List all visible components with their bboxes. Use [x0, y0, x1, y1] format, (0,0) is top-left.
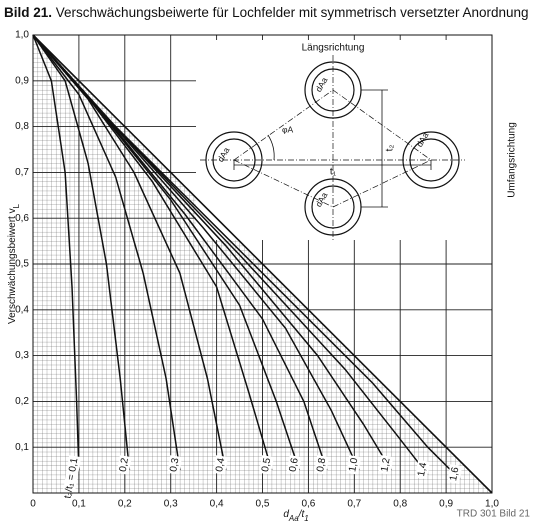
y-tick-label: 0,7 — [15, 167, 29, 178]
y-tick-label: 0,2 — [15, 396, 29, 407]
y-tick-label: 0,9 — [15, 75, 29, 86]
inset: Längsrichtung Umfangsrichtung t₁ t₂ φA d… — [196, 40, 518, 240]
curve — [32, 34, 181, 471]
curve-label: 1,2 — [379, 457, 392, 473]
curve-label-background — [447, 464, 463, 484]
y-tick-label: 0,1 — [15, 442, 29, 453]
limit-line — [32, 34, 493, 494]
x-tick-label: 0,2 — [118, 499, 132, 510]
x-tick-label: 0,3 — [164, 499, 178, 510]
curve-label-background — [415, 459, 430, 480]
x-label-part: d — [283, 509, 289, 520]
curve-label-background — [61, 455, 82, 502]
curve-label: 0,6 — [288, 457, 301, 473]
y-tick-label: 0,4 — [15, 304, 29, 315]
x-axis-label: dAa/t1 — [283, 509, 308, 523]
curve-label-background — [213, 455, 229, 475]
y-tick-label: 0,8 — [15, 121, 29, 132]
y-label-main: Verschwächungsbeiwert v — [7, 208, 18, 324]
inset-label: t₁ — [330, 167, 337, 178]
curve-label: 0,3 — [168, 457, 181, 473]
curve — [32, 34, 80, 471]
y-tick-label: 0,3 — [15, 350, 29, 361]
x-label-part: 1 — [304, 514, 308, 523]
curve-label-background — [314, 455, 330, 475]
curve-label-background — [259, 455, 274, 475]
title-number: Bild 21. — [4, 5, 52, 20]
y-tick-label: 0,5 — [15, 259, 29, 270]
x-tick-label: 0,7 — [347, 499, 361, 510]
y-axis-label: Verschwächungsbeiwert vL — [7, 203, 21, 324]
x-tick-label: 0,6 — [301, 499, 315, 510]
x-tick-label: 1,0 — [485, 499, 499, 510]
x-tick-label: 0 — [30, 499, 36, 510]
inset-label: Umfangsrichtung — [507, 122, 518, 198]
y-tick-label: 0,6 — [15, 213, 29, 224]
x-tick-label: 0,4 — [210, 499, 224, 510]
y-tick-label: 1,0 — [15, 30, 29, 41]
curve-label: 0,8 — [315, 457, 328, 473]
x-tick-label: 0,1 — [72, 499, 86, 510]
curve-label-background — [116, 455, 132, 475]
x-label-part: Aa — [288, 514, 299, 523]
x-label-part: /t — [298, 509, 306, 520]
curve-label: 0,5 — [260, 457, 273, 473]
curve-label: 1,4 — [416, 461, 429, 477]
curve — [32, 34, 131, 471]
inset-label: t₂ — [385, 145, 396, 152]
curve-label: 1,6 — [448, 466, 461, 482]
curve-label: 1,0 — [347, 457, 360, 473]
title-text: Verschwächungsbeiwerte für Lochfelder mi… — [56, 5, 529, 20]
chart-title: Bild 21. Verschwächungsbeiwerte für Loch… — [4, 5, 529, 20]
plot-frame — [32, 34, 493, 494]
x-tick-label: 0,5 — [256, 499, 270, 510]
footer: TRD 301 Bild 21 — [457, 509, 531, 520]
inset-label: φA — [282, 124, 294, 134]
curve-label: 0,4 — [214, 457, 227, 473]
y-label-sub: L — [12, 203, 21, 208]
inset-label: Längsrichtung — [302, 43, 365, 54]
curve-label-background — [346, 455, 362, 475]
curve-label: 0,2 — [118, 457, 131, 473]
curve-label-background — [167, 455, 183, 475]
curve-label-background — [286, 455, 302, 475]
curve-label-background — [378, 455, 394, 475]
x-tick-label: 0,9 — [439, 499, 453, 510]
curve — [32, 34, 461, 480]
x-tick-label: 0,8 — [393, 499, 407, 510]
